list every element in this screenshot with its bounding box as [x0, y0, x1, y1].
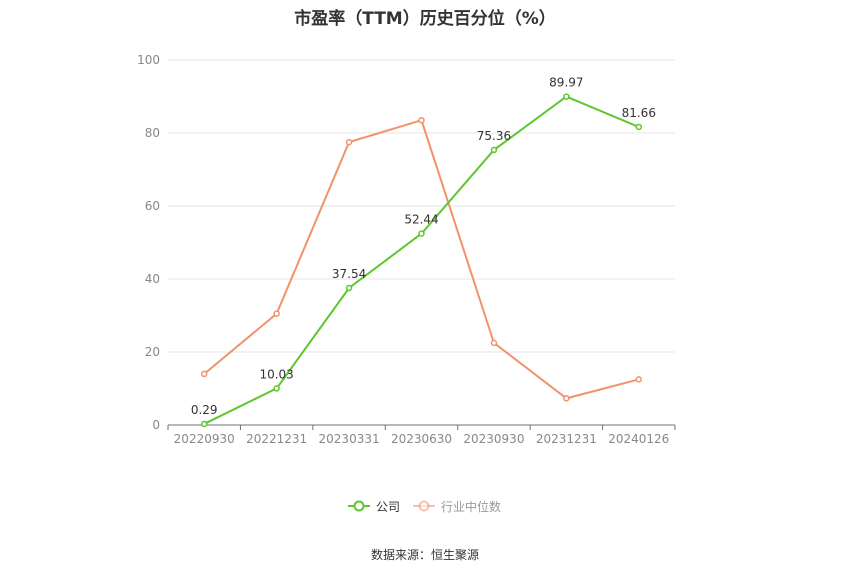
company-data-label: 0.29 [191, 403, 218, 417]
y-tick-label: 60 [145, 199, 160, 213]
y-tick-label: 80 [145, 126, 160, 140]
industry-data-point [563, 395, 570, 402]
industry-data-point [490, 339, 498, 347]
legend-industry-marker [413, 500, 435, 512]
industry-data-point [635, 376, 643, 383]
company-data-point [418, 230, 425, 237]
x-tick-label: 20240126 [608, 432, 669, 446]
legend-industry-label: 行业中位数 [441, 499, 502, 514]
industry-data-point [273, 310, 280, 317]
y-tick-label: 0 [152, 418, 160, 432]
x-tick-label: 20230630 [391, 432, 452, 446]
company-data-point [563, 93, 570, 100]
data-source: 数据来源：恒生聚源 [370, 548, 479, 562]
x-tick-label: 20230930 [463, 432, 524, 446]
y-tick-label: 20 [145, 345, 160, 359]
company-data-point [345, 284, 353, 292]
x-tick-label: 20221231 [246, 432, 307, 446]
company-data-label: 75.36 [477, 129, 511, 143]
industry-data-point [200, 370, 208, 378]
company-data-point [635, 123, 643, 131]
industry-data-point [418, 116, 425, 124]
company-data-point [490, 146, 498, 154]
industry-series-line [203, 119, 640, 400]
company-data-label: 10.03 [259, 367, 293, 381]
legend-company-label: 公司 [376, 499, 401, 514]
legend: 公司 行业中位数 [0, 496, 850, 516]
x-tick-label: 20230331 [319, 432, 380, 446]
company-data-label: 52.44 [404, 213, 438, 227]
company-data-label: 81.66 [622, 106, 656, 120]
legend-company-marker [348, 500, 370, 512]
y-tick-label: 40 [145, 272, 160, 286]
company-data-label: 37.54 [332, 267, 366, 281]
x-tick-label: 20231231 [536, 432, 597, 446]
y-tick-label: 100 [137, 53, 160, 67]
chart-title: 市盈率（TTM）历史百分位（%） [294, 9, 556, 29]
industry-data-point [345, 138, 353, 146]
company-data-point [200, 420, 208, 428]
company-data-label: 89.97 [549, 76, 583, 90]
company-data-point [273, 385, 280, 392]
x-tick-label: 20220930 [174, 432, 235, 446]
legend-item-company[interactable]: 公司 [347, 496, 400, 516]
legend-item-industry-median[interactable]: 行业中位数 [412, 496, 501, 516]
